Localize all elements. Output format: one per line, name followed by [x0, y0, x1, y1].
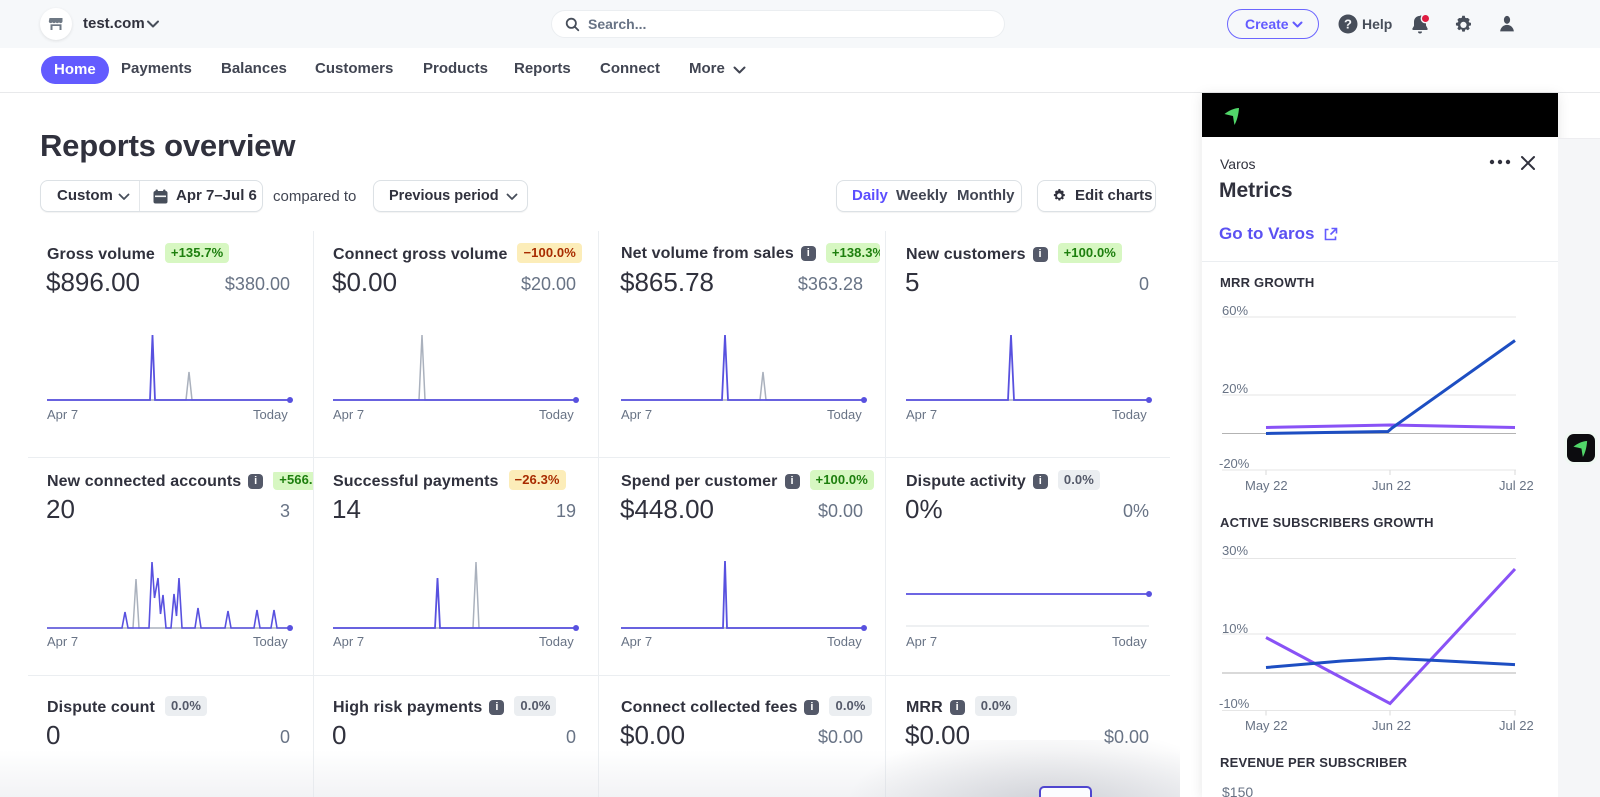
svg-text:?: ? [1344, 17, 1352, 32]
